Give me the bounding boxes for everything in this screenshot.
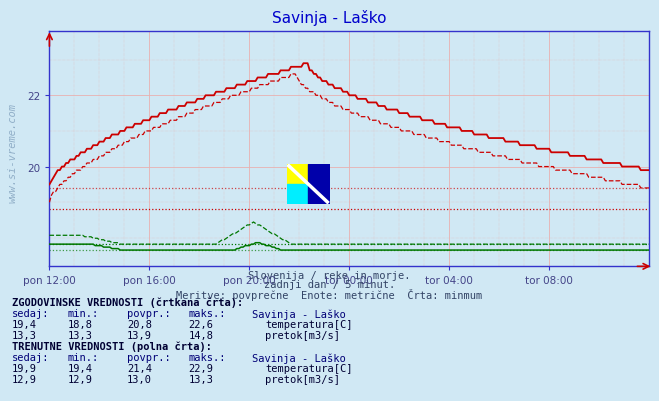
Text: 12,9: 12,9 bbox=[12, 374, 37, 384]
Text: 21,4: 21,4 bbox=[127, 363, 152, 373]
Text: 19,4: 19,4 bbox=[68, 363, 93, 373]
Text: min.:: min.: bbox=[68, 308, 99, 318]
Text: Savinja - Laško: Savinja - Laško bbox=[252, 352, 346, 363]
Text: sedaj:: sedaj: bbox=[12, 308, 49, 318]
Text: 13,3: 13,3 bbox=[68, 330, 93, 340]
Polygon shape bbox=[308, 164, 330, 205]
Text: 13,3: 13,3 bbox=[188, 374, 214, 384]
Text: 18,8: 18,8 bbox=[68, 319, 93, 329]
Text: zadnji dan / 5 minut.: zadnji dan / 5 minut. bbox=[264, 279, 395, 290]
Text: pretok[m3/s]: pretok[m3/s] bbox=[265, 374, 340, 384]
Text: povpr.:: povpr.: bbox=[127, 352, 171, 363]
Text: temperatura[C]: temperatura[C] bbox=[265, 363, 353, 373]
Bar bbox=[287, 184, 308, 205]
Text: www.si-vreme.com: www.si-vreme.com bbox=[8, 103, 18, 202]
Text: temperatura[C]: temperatura[C] bbox=[265, 319, 353, 329]
Text: 13,9: 13,9 bbox=[127, 330, 152, 340]
Text: 22,6: 22,6 bbox=[188, 319, 214, 329]
Text: povpr.:: povpr.: bbox=[127, 308, 171, 318]
Text: sedaj:: sedaj: bbox=[12, 352, 49, 363]
Text: Meritve: povprečne  Enote: metrične  Črta: minmum: Meritve: povprečne Enote: metrične Črta:… bbox=[177, 288, 482, 300]
Text: maks.:: maks.: bbox=[188, 308, 226, 318]
Text: TRENUTNE VREDNOSTI (polna črta):: TRENUTNE VREDNOSTI (polna črta): bbox=[12, 341, 212, 351]
Bar bbox=[308, 164, 330, 205]
Text: 13,3: 13,3 bbox=[12, 330, 37, 340]
Text: 22,9: 22,9 bbox=[188, 363, 214, 373]
Text: 13,0: 13,0 bbox=[127, 374, 152, 384]
Text: min.:: min.: bbox=[68, 352, 99, 363]
Text: ZGODOVINSKE VREDNOSTI (črtkana črta):: ZGODOVINSKE VREDNOSTI (črtkana črta): bbox=[12, 297, 243, 307]
Text: 20,8: 20,8 bbox=[127, 319, 152, 329]
Text: Slovenija / reke in morje.: Slovenija / reke in morje. bbox=[248, 271, 411, 281]
Text: 19,4: 19,4 bbox=[12, 319, 37, 329]
Text: 12,9: 12,9 bbox=[68, 374, 93, 384]
Bar bbox=[287, 164, 308, 184]
Text: maks.:: maks.: bbox=[188, 352, 226, 363]
Text: Savinja - Laško: Savinja - Laško bbox=[272, 10, 387, 26]
Text: 19,9: 19,9 bbox=[12, 363, 37, 373]
Text: 14,8: 14,8 bbox=[188, 330, 214, 340]
Text: pretok[m3/s]: pretok[m3/s] bbox=[265, 330, 340, 340]
Text: Savinja - Laško: Savinja - Laško bbox=[252, 308, 346, 319]
